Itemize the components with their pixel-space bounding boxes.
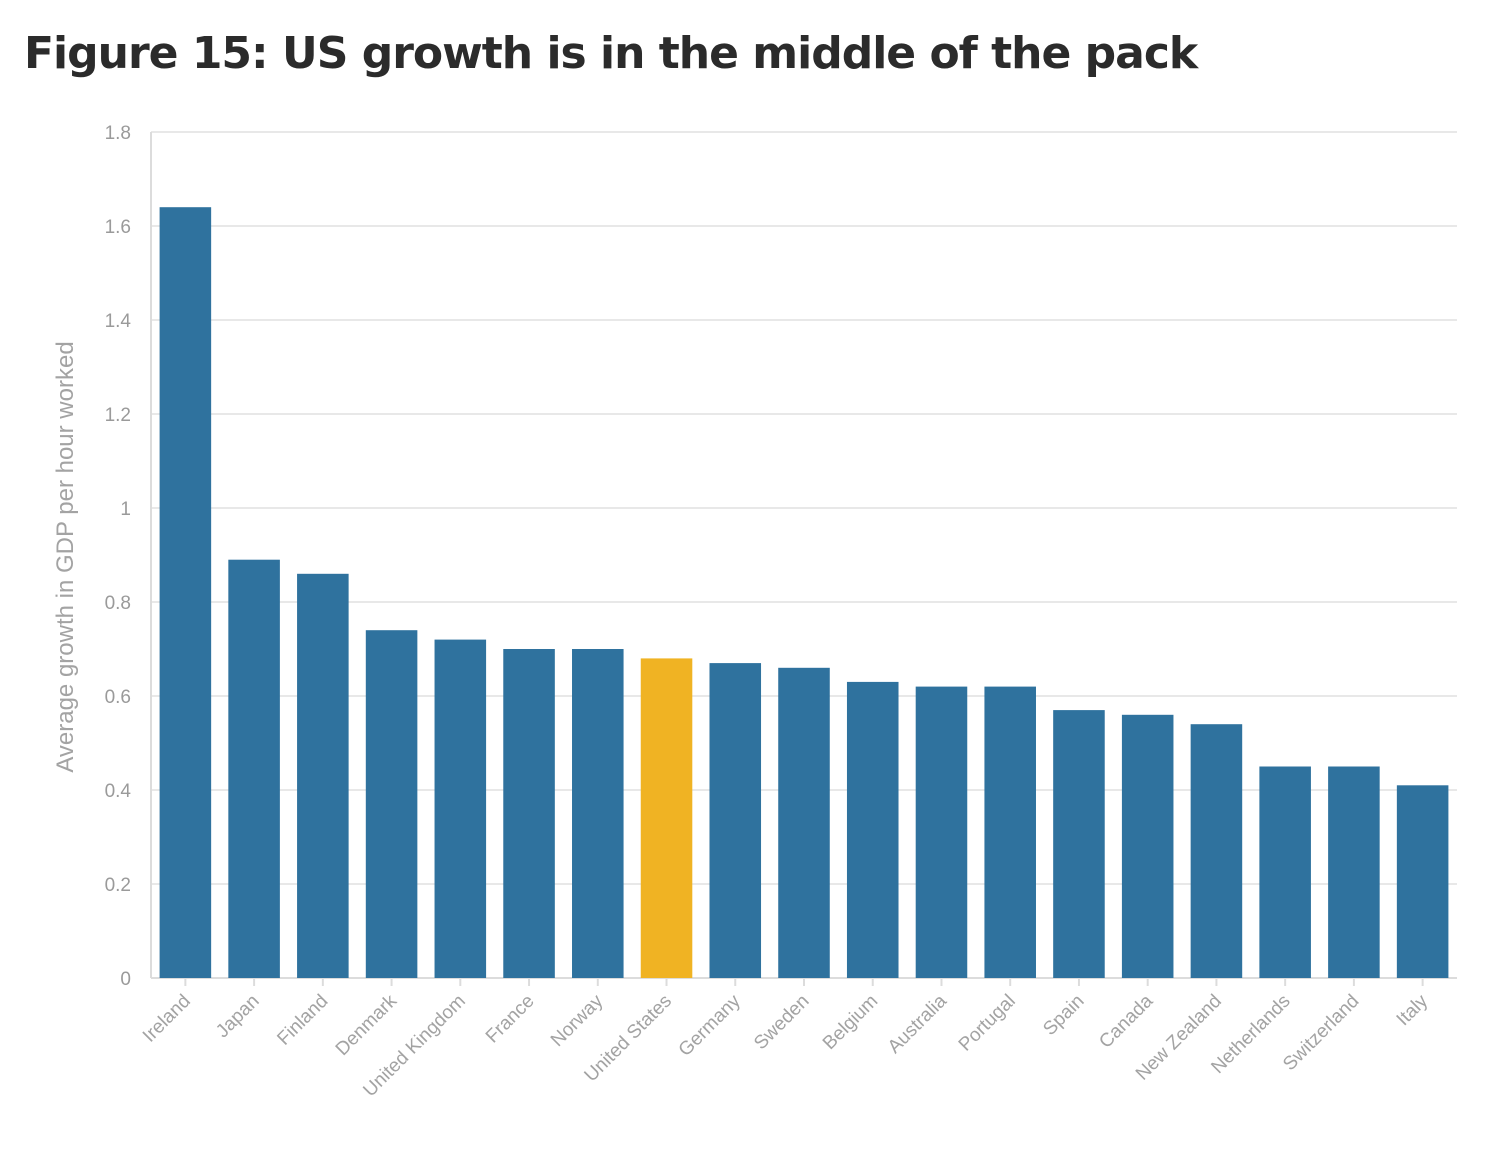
x-tick-label: Spain	[1039, 991, 1088, 1040]
y-tick-label: 1.2	[105, 405, 131, 426]
chart-title: Figure 15: US growth is in the middle of…	[24, 28, 1198, 79]
y-tick-label: 0.6	[105, 687, 131, 708]
bars	[159, 207, 1449, 978]
x-tick-label: Portugal	[955, 991, 1020, 1056]
bar-united-kingdom	[434, 639, 487, 978]
bar-norway	[572, 649, 624, 978]
bar-switzerland	[1328, 766, 1380, 978]
bar-finland	[297, 573, 349, 978]
x-tick-label: Germany	[675, 990, 745, 1060]
bar-france	[503, 649, 555, 978]
y-axis-title: Average growth in GDP per hour worked	[52, 341, 79, 772]
y-tick-label: 0	[120, 969, 131, 990]
x-tick-label: Sweden	[750, 991, 813, 1054]
bar-united-states	[640, 658, 693, 978]
bar-portugal	[984, 686, 1036, 978]
bar-new-zealand	[1190, 724, 1243, 978]
x-tick-label: Denmark	[332, 990, 402, 1060]
x-tick-label: Australia	[884, 990, 951, 1057]
y-tick-label: 1.4	[105, 311, 132, 332]
bar-sweden	[778, 667, 830, 978]
bar-germany	[709, 663, 762, 978]
bar-canada	[1121, 714, 1174, 978]
y-tick-label: 1.8	[105, 123, 131, 144]
bar-denmark	[365, 630, 418, 978]
x-tick-label: Canada	[1095, 990, 1157, 1052]
bar-belgium	[846, 681, 899, 978]
bar-italy	[1396, 785, 1449, 978]
y-tick-labels: 0 0.2 0.4 0.6 0.8 1 1.2 1.4 1.6 1.8	[105, 123, 132, 990]
y-tick-label: 0.8	[105, 593, 131, 614]
bar-japan	[228, 559, 280, 978]
x-tick-label: Finland	[273, 991, 332, 1050]
x-tick-label: Norway	[547, 990, 608, 1051]
bar-spain	[1053, 710, 1105, 978]
x-tick-label: Belgium	[819, 991, 882, 1054]
x-tick-label: Italy	[1393, 990, 1433, 1030]
bar-netherlands	[1259, 766, 1311, 978]
y-tick-label: 1.6	[105, 217, 131, 238]
y-tick-label: 0.2	[105, 875, 131, 896]
y-tick-label: 0.4	[105, 781, 132, 802]
bar-ireland	[159, 207, 212, 978]
bar-australia	[915, 686, 968, 978]
x-tick-label: Ireland	[139, 991, 195, 1047]
x-tick-label: France	[482, 991, 539, 1048]
y-tick-label: 1	[120, 499, 131, 520]
x-tick-label: Japan	[212, 991, 263, 1042]
